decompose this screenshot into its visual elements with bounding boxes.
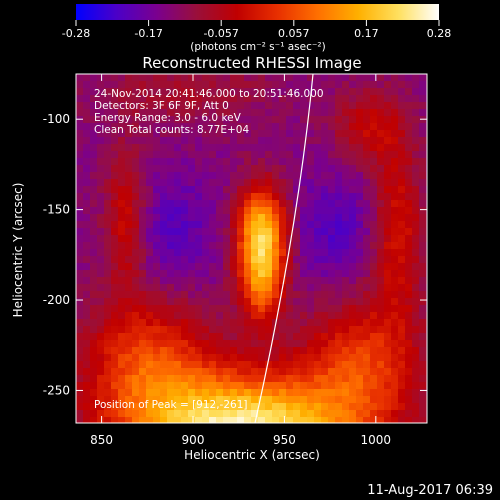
x-axis-ticks: 850 900 950 1000 — [90, 74, 391, 447]
y-tick-label: -150 — [43, 203, 70, 217]
y-axis-ticks: -100 -150 -200 -250 — [43, 112, 427, 397]
colorbar — [76, 4, 439, 20]
y-tick-label: -200 — [43, 293, 70, 307]
colorbar-tick-label: 0.28 — [427, 27, 452, 40]
colorbar-tick-label: -0.17 — [134, 27, 162, 40]
plot-frame — [75, 73, 428, 424]
info-energy-range: Energy Range: 3.0 - 6.0 keV — [94, 112, 242, 124]
x-tick-label: 950 — [273, 433, 296, 447]
colorbar-tick-label: 0.057 — [278, 27, 310, 40]
image-title: Reconstructed RHESSI Image — [142, 54, 361, 72]
solar-limb-line — [254, 74, 314, 423]
x-tick-label: 1000 — [361, 433, 392, 447]
y-axis-label: Heliocentric Y (arcsec) — [11, 183, 25, 318]
rhessi-image — [76, 74, 427, 423]
colorbar-units-label: (photons cm⁻² s⁻¹ asec⁻²) — [190, 41, 325, 53]
x-axis-label: Heliocentric X (arcsec) — [184, 448, 320, 462]
colorbar-tick-label: 0.17 — [354, 27, 379, 40]
colorbar-ticks: -0.28 -0.17 -0.057 0.057 0.17 0.28 — [62, 20, 451, 40]
info-detectors: Detectors: 3F 6F 9F, Att 0 — [94, 100, 229, 112]
colorbar-tick-label: -0.057 — [203, 27, 238, 40]
footer-date: 11-Aug-2017 06:39 — [367, 483, 493, 498]
info-time-range: 24-Nov-2014 20:41:46.000 to 20:51:46.000 — [94, 88, 324, 100]
y-tick-label: -100 — [43, 112, 70, 126]
y-tick-label: -250 — [43, 383, 70, 397]
colorbar-tick-label: -0.28 — [62, 27, 90, 40]
x-tick-label: 900 — [182, 433, 205, 447]
peak-position: Position of Peak = [912,-261] — [94, 399, 248, 411]
info-clean-counts: Clean Total counts: 8.77E+04 — [94, 124, 249, 136]
x-tick-label: 850 — [90, 433, 113, 447]
